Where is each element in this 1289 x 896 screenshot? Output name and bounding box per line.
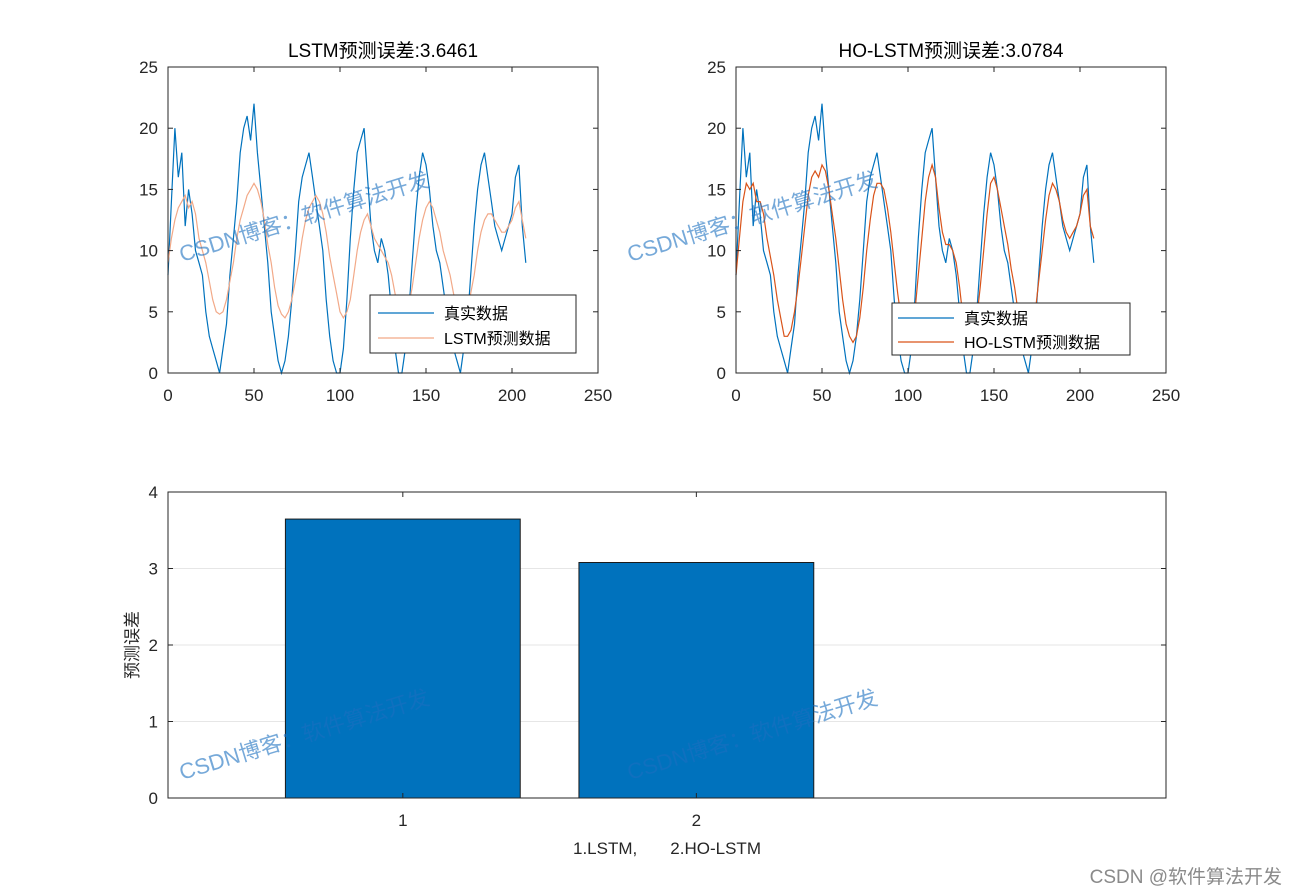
lstm-y-tick-label: 5 xyxy=(149,303,158,322)
bar-y-tick-label: 4 xyxy=(149,483,158,502)
bar-y-tick-label: 2 xyxy=(149,636,158,655)
lstm-x-tick-label: 200 xyxy=(498,386,526,405)
holstm-legend: 真实数据 HO-LSTM预测数据 xyxy=(891,302,1131,356)
holstm-x-tick-label: 0 xyxy=(731,386,740,405)
lstm-legend: 真实数据 LSTM预测数据 xyxy=(369,294,577,354)
holstm-x-tick-label: 250 xyxy=(1152,386,1180,405)
holstm-legend-label-pred: HO-LSTM预测数据 xyxy=(964,334,1100,352)
error-bar-chart: 1 2 0 1 2 3 4 1.LSTM, 2.HO-LSTM 预测误差 xyxy=(123,483,1167,858)
lstm-y-tick-label: 20 xyxy=(139,119,158,138)
holstm-y-tick-label: 20 xyxy=(707,119,726,138)
holstm-y-tick-label: 15 xyxy=(707,180,726,199)
lstm-y-tick-label: 10 xyxy=(139,242,158,261)
bar-x-axis-label: 1.LSTM, 2.HO-LSTM xyxy=(573,839,761,858)
bar-x-tick-label: 2 xyxy=(692,811,701,830)
holstm-legend-label-true: 真实数据 xyxy=(964,310,1028,328)
holstm-y-tick-label: 5 xyxy=(717,303,726,322)
lstm-y-tick-label: 15 xyxy=(139,180,158,199)
bar-x-tick-label: 1 xyxy=(398,811,407,830)
holstm-y-tick-label: 25 xyxy=(707,58,726,77)
watermark-top-left: CSDN博客：软件算法开发 xyxy=(176,167,432,267)
lstm-x-tick-label: 150 xyxy=(412,386,440,405)
lstm-plot-frame xyxy=(167,66,599,374)
lstm-y-tick-label: 25 xyxy=(139,58,158,77)
holstm-x-tick-label: 100 xyxy=(894,386,922,405)
lstm-x-tick-label: 0 xyxy=(163,386,172,405)
holstm-chart-title: HO-LSTM预测误差:3.0784 xyxy=(839,40,1064,62)
lstm-legend-label-pred: LSTM预测数据 xyxy=(444,330,551,348)
bar-y-tick-label: 0 xyxy=(149,789,158,808)
bar-plot-frame xyxy=(167,491,1167,799)
lstm-legend-box xyxy=(369,294,577,354)
holstm-x-tick-label: 50 xyxy=(813,386,832,405)
holstm-x-tick-label: 150 xyxy=(980,386,1008,405)
holstm-y-tick-label: 0 xyxy=(717,364,726,383)
lstm-x-tick-label: 250 xyxy=(584,386,612,405)
holstm-tick-layer: 0 50 100 150 200 250 0 5 10 15 20 25 xyxy=(707,58,1180,405)
holstm-y-tick-label: 10 xyxy=(707,242,726,261)
corner-watermark: CSDN @软件算法开发 xyxy=(1090,866,1282,888)
bar-y-tick-label: 3 xyxy=(149,560,158,579)
bar-1 xyxy=(284,518,521,799)
lstm-y-tick-label: 0 xyxy=(149,364,158,383)
lstm-x-tick-label: 100 xyxy=(326,386,354,405)
watermark-top-right: CSDN博客：软件算法开发 xyxy=(624,167,880,267)
bar-layer xyxy=(284,518,815,799)
lstm-line-chart: LSTM预测误差:3.6461 0 50 100 150 200 250 0 5 10 15 20 2… xyxy=(139,40,612,405)
holstm-plot-frame xyxy=(735,66,1167,374)
holstm-x-tick-label: 200 xyxy=(1066,386,1094,405)
holstm-legend-box xyxy=(891,302,1131,356)
bar-2 xyxy=(578,562,815,799)
lstm-x-tick-label: 50 xyxy=(245,386,264,405)
lstm-chart-title: LSTM预测误差:3.6461 xyxy=(288,40,478,62)
bar-y-axis-label: 预测误差 xyxy=(123,611,143,679)
lstm-legend-label-true: 真实数据 xyxy=(444,305,508,323)
bar-y-tick-label: 1 xyxy=(149,713,158,732)
holstm-line-chart: HO-LSTM预测误差:3.0784 0 50 100 150 200 250 0 5 10 15… xyxy=(707,40,1180,405)
